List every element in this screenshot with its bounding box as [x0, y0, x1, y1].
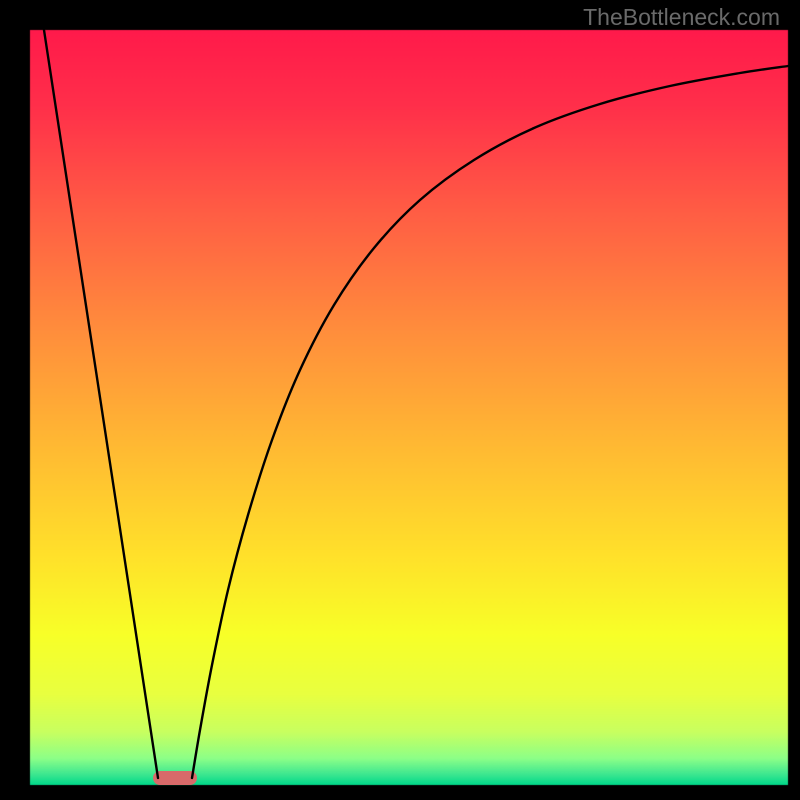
watermark-text: TheBottleneck.com: [583, 4, 780, 31]
chart-container: TheBottleneck.com: [0, 0, 800, 800]
curve-left-branch: [44, 30, 158, 778]
minimum-marker: [153, 771, 197, 785]
curve-overlay: [0, 0, 800, 800]
curve-right-branch: [192, 66, 788, 778]
